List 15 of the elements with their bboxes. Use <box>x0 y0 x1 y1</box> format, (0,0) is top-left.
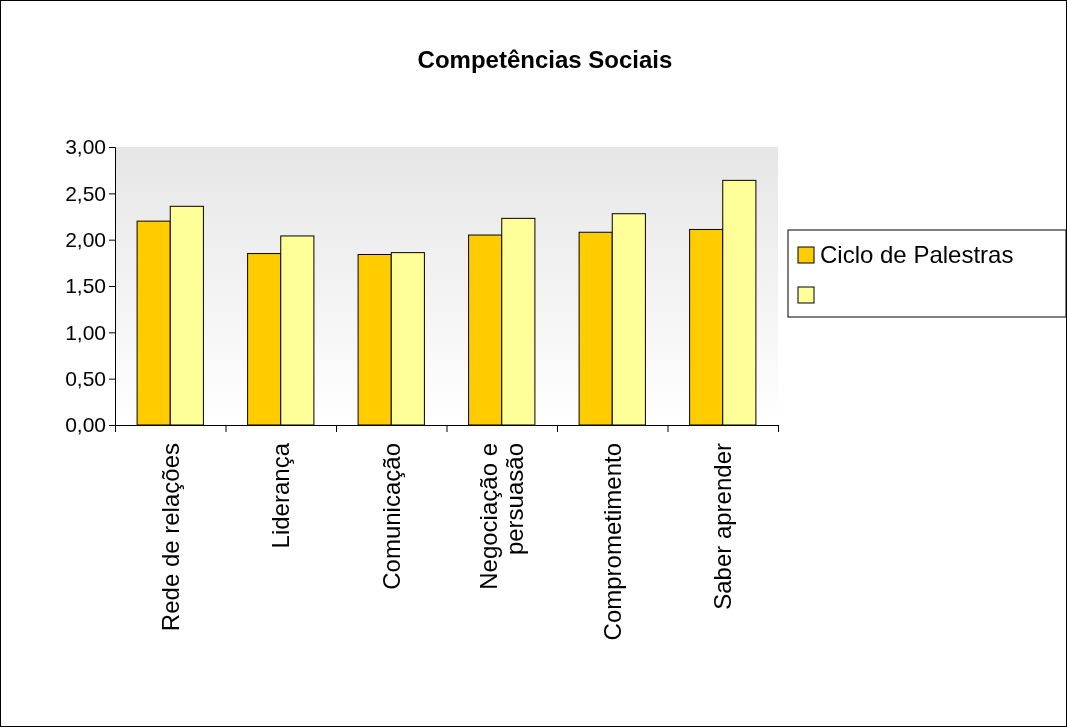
y-tick-label: 1,50 <box>65 274 106 298</box>
legend-label: Ciclo de Palestras <box>820 241 1014 268</box>
x-tick-label: Saber aprender <box>709 442 737 610</box>
y-tick-label: 3,00 <box>65 135 106 159</box>
x-tick-label: Comunicação <box>377 443 405 590</box>
y-tick-label: 0,50 <box>65 366 106 390</box>
y-tick-label: 1,00 <box>65 320 106 344</box>
y-tick-label: 0,00 <box>65 413 106 437</box>
y-tick-label: 2,00 <box>65 227 106 251</box>
x-tick-label: Comprometimento <box>598 443 626 641</box>
chart-title: Competências Sociais <box>417 46 673 73</box>
y-tick-label: 2,50 <box>65 181 106 205</box>
x-tick-label: Negociação e persuasão <box>474 443 529 590</box>
x-tick-label: Liderança <box>267 442 295 549</box>
x-tick-label: Rede de relações <box>156 443 184 632</box>
